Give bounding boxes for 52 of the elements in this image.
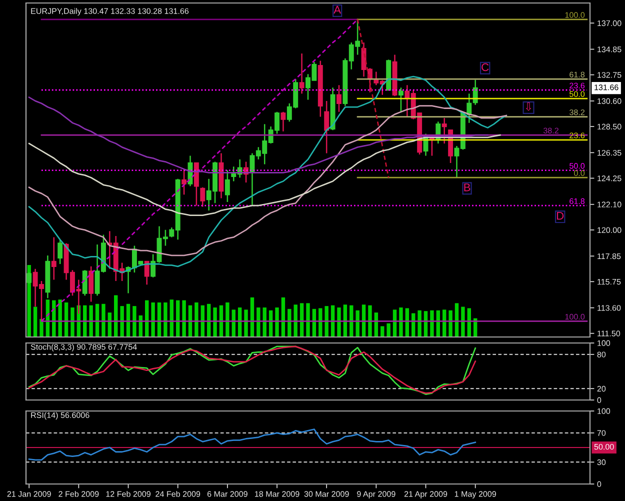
x-tick-label: 21 Jan 2009 [7,491,51,497]
y-tick-label: 113.60 [598,305,621,311]
x-tick-label: 6 Mar 2009 [207,491,248,497]
y-tick-label: 30 [597,459,606,466]
x-tick-label: 2 Feb 2009 [58,490,99,497]
y-tick-label: 117.85 [598,253,621,260]
y-tick-label: 134.85 [598,46,622,52]
annotation: A [334,6,342,14]
y-tick-label: 132.75 [598,72,622,78]
annotation: ⇩ [526,102,532,111]
series-label: 0.0 [574,170,585,176]
y-tick-label: 0 [597,397,602,403]
series-label: 38.2 [570,109,584,116]
annotation: C [482,63,489,72]
annotation: B [464,184,470,192]
x-tick-label: 30 Mar 2009 [304,491,349,497]
y-tick-label: 20 [597,386,606,392]
chart-title: RSI(14) 56.6006 [31,412,90,420]
y-tick-label: 70 [597,430,606,436]
series-label: 50.0 [570,163,585,169]
x-tick-label: 12 Feb 2009 [106,490,151,497]
y-tick-label: 100 [598,408,610,414]
annotation: D [557,212,564,220]
series-label: 100.0 [565,12,585,18]
series-label: 50.0 [570,91,585,97]
x-tick-label: 1 May 2009 [454,491,496,498]
ref-line-label: 50.00 [594,444,614,450]
y-tick-label: 100 [598,340,610,346]
y-tick-label: 120.00 [598,227,622,233]
text: EURJPY,Daily 130.47 132.33 130.28 131.66 [31,8,189,16]
x-tick-label: 21 Apr 2009 [404,491,448,498]
y-tick-label: 137.00 [598,20,622,26]
y-tick-label: 128.50 [598,124,622,130]
series-label: 61.8 [570,198,585,204]
series-label: 23.6 [570,82,585,88]
x-tick-label: 9 Apr 2009 [357,491,396,498]
series-label: 38.2 [543,128,558,134]
y-tick-label: 115.75 [598,279,621,285]
x-tick-label: 24 Feb 2009 [156,490,200,497]
chart-title: Stoch(8,3,3) 90.7895 67.7754 [30,344,137,352]
y-tick-label: 122.10 [598,202,622,208]
y-tick-label: 130.60 [598,98,622,104]
annotation: 131.66 [594,84,618,90]
y-tick-label: 111.50 [598,330,620,336]
series-label: 61.8 [570,72,585,78]
y-tick-label: 80 [597,352,606,358]
y-tick-label: 0 [597,481,602,487]
x-tick-label: 18 Mar 2009 [255,491,300,497]
y-tick-label: 126.35 [598,150,622,156]
series-label: 100.0 [565,314,585,320]
series-label: 23.6 [570,132,585,138]
y-tick-label: 124.25 [598,176,622,182]
